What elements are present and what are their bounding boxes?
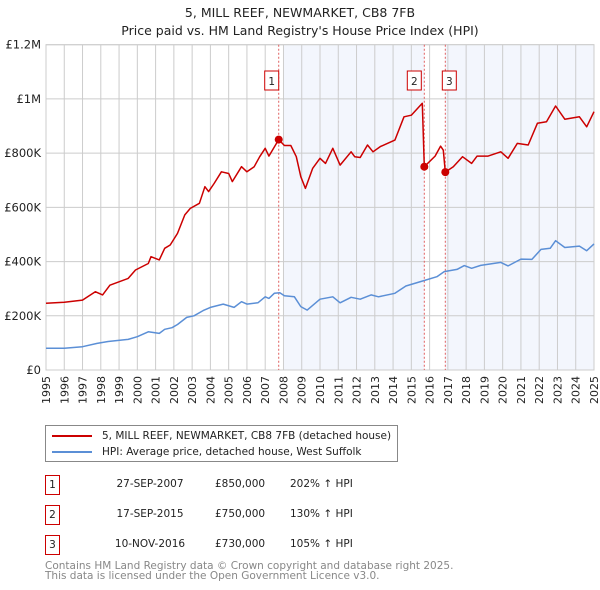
x-tick-label: 1999 (113, 376, 126, 404)
x-tick-label: 2017 (442, 376, 455, 404)
x-tick-label: 2020 (497, 376, 510, 404)
chart-subtitle: Price paid vs. HM Land Registry's House … (121, 23, 479, 38)
sale-label-box (406, 70, 422, 91)
x-tick-label: 2005 (223, 376, 236, 404)
x-tick-label: 2021 (515, 376, 528, 404)
legend-label-property: 5, MILL REEF, NEWMARKET, CB8 7FB (detach… (102, 430, 392, 442)
property-series-line (45, 102, 595, 305)
x-tick-label: 2006 (241, 376, 254, 404)
sale-number: 1 (45, 475, 60, 495)
x-tick-label: 2015 (405, 376, 418, 404)
x-tick-label: 2019 (478, 376, 491, 404)
price-chart: 1995 1996 1997 1998 1999 2000 2001 2002 2003 2004… (4, 38, 600, 404)
x-tick-label: 2016 (424, 376, 437, 404)
x-tick-label: 2001 (150, 376, 163, 404)
x-tick-label: 2022 (533, 376, 546, 404)
sale-label: 3 (446, 76, 453, 88)
sale-date: 10-NOV-2016 (114, 538, 186, 550)
x-tick-label: 2003 (186, 376, 199, 404)
sale-label: 2 (411, 76, 418, 88)
sale-row: 2 17-SEP-2015 £750,000 130% ↑ HPI (45, 505, 405, 525)
legend-item-property: 5, MILL REEF, NEWMARKET, CB8 7FB (detach… (46, 428, 391, 444)
legend-item-hpi: HPI: Average price, detached house, West… (46, 444, 362, 460)
x-tick-label: 2025 (588, 376, 600, 404)
x-tick-label: 2024 (570, 376, 583, 404)
sale-row: 3 10-NOV-2016 £730,000 105% ↑ HPI (45, 535, 405, 555)
chart-title: 5, MILL REEF, NEWMARKET, CB8 7FB (184, 5, 416, 20)
sale-price: £730,000 (215, 538, 266, 550)
sale-label-box (441, 70, 457, 91)
x-tick-label: 2018 (460, 376, 473, 404)
legend-swatch-property (52, 435, 92, 437)
x-tick-label: 2002 (168, 376, 181, 404)
sale-price: £750,000 (215, 508, 266, 520)
x-tick-label: 2011 (332, 376, 345, 404)
x-tick-label: 2009 (296, 376, 309, 404)
y-tick-label: £1.2M (5, 38, 41, 52)
y-tick-label: £400K (4, 255, 41, 269)
y-tick-label: £800K (4, 146, 41, 160)
y-tick-label: £1M (16, 92, 41, 106)
sale-label-box (264, 70, 280, 91)
x-tick-label: 2007 (259, 376, 272, 404)
sale-date: 27-SEP-2007 (116, 478, 184, 490)
x-tick-label: 2010 (314, 376, 327, 404)
legend: 5, MILL REEF, NEWMARKET, CB8 7FB (detach… (45, 425, 398, 462)
x-tick-label: 2012 (351, 376, 364, 404)
sale-hpi-change: 130% ↑ HPI (290, 508, 353, 520)
y-tick-label: £0 (26, 363, 41, 377)
sale-row: 1 27-SEP-2007 £850,000 202% ↑ HPI (45, 475, 405, 495)
sale-hpi-change: 105% ↑ HPI (290, 538, 353, 550)
x-tick-label: 2004 (204, 376, 217, 404)
x-tick-label: 1995 (40, 376, 53, 404)
x-tick-label: 2008 (277, 376, 290, 404)
x-tick-label: 2023 (551, 376, 564, 404)
legend-swatch-hpi (52, 451, 92, 453)
footer-licence: This data is licensed under the Open Gov… (45, 570, 380, 582)
hpi-series-line (46, 239, 595, 350)
y-tick-label: £200K (4, 309, 41, 323)
footer-copyright: Contains HM Land Registry data © Crown c… (45, 560, 454, 572)
sale-date: 17-SEP-2015 (116, 508, 184, 520)
x-tick-label: 1996 (58, 376, 71, 404)
sale-point (274, 135, 283, 144)
sale-price: £850,000 (215, 478, 266, 490)
sale-point (420, 162, 429, 171)
sale-number: 3 (45, 535, 60, 555)
x-tick-label: 1998 (95, 376, 108, 404)
sale-point (441, 168, 450, 177)
legend-label-hpi: HPI: Average price, detached house, West… (102, 446, 362, 458)
x-tick-label: 2013 (369, 376, 382, 404)
x-tick-label: 2014 (387, 376, 400, 404)
sale-hpi-change: 202% ↑ HPI (290, 478, 353, 490)
y-tick-label: £600K (4, 200, 41, 214)
sale-label: 1 (268, 76, 275, 88)
x-tick-label: 2000 (131, 376, 144, 404)
x-tick-label: 1997 (77, 376, 90, 404)
sale-number: 2 (45, 505, 60, 525)
